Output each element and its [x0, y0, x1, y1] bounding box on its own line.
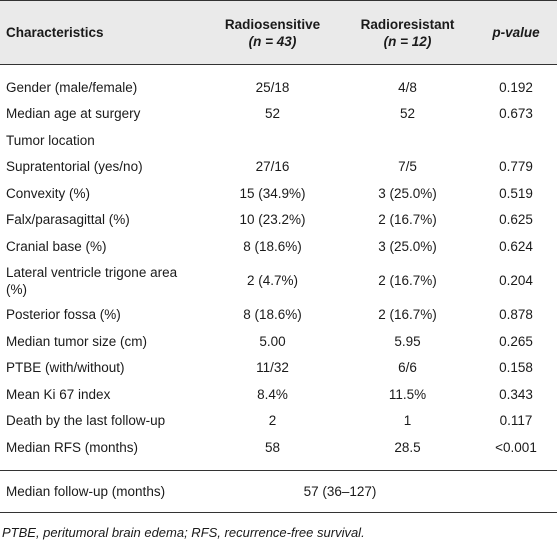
header-radioresistant-n: (n = 12)	[383, 33, 432, 49]
row-label: Lateral ventricle trigone area (%)	[6, 264, 178, 297]
radiosensitive-value: 2 (4.7%)	[246, 273, 299, 288]
header-radioresistant-label: Radioresistant	[360, 16, 455, 32]
header-radiosensitive-n: (n = 43)	[248, 33, 297, 49]
radioresistant-value: 2 (16.7%)	[378, 212, 437, 228]
followup-value: 57 (36–127)	[303, 483, 377, 499]
row-label: Tumor location	[6, 132, 95, 148]
row-label: Convexity (%)	[6, 185, 91, 201]
row-label: PTBE (with/without)	[6, 360, 125, 376]
radioresistant-value: 3 (25.0%)	[378, 238, 437, 254]
radioresistant-value: 2 (16.7%)	[378, 307, 437, 323]
row-label: Falx/parasagittal (%)	[6, 212, 130, 228]
radioresistant-value: 4/8	[398, 79, 417, 95]
row-label: Median tumor size (cm)	[6, 333, 148, 349]
p-value: 0.519	[499, 185, 533, 201]
radioresistant-value	[340, 127, 475, 154]
radiosensitive-value: 58	[264, 439, 281, 455]
table-row: Gender (male/female) 25/18 4/8 0.192	[0, 74, 557, 101]
p-value: 0.158	[499, 360, 533, 376]
radioresistant-value: 3 (25.0%)	[378, 185, 437, 201]
p-value	[475, 127, 557, 154]
followup-row: Median follow-up (months) 57 (36–127)	[0, 470, 557, 512]
table-row: Convexity (%) 15 (34.9%) 3 (25.0%) 0.519	[0, 180, 557, 207]
radioresistant-value: 11.5%	[388, 386, 427, 402]
table-row: Tumor location	[0, 127, 557, 154]
table-row: Death by the last follow-up 2 1 0.117	[0, 408, 557, 435]
radiosensitive-value: 11/32	[256, 360, 289, 376]
p-value: 0.204	[499, 273, 533, 288]
p-value: 0.624	[499, 238, 533, 254]
header-radiosensitive-label: Radiosensitive	[224, 16, 321, 32]
radioresistant-value: 6/6	[398, 360, 417, 376]
radioresistant-value: 52	[399, 106, 416, 122]
p-value: 0.878	[499, 307, 533, 323]
p-value: 0.779	[499, 159, 533, 175]
table-footnote: PTBE, peritumoral brain edema; RFS, recu…	[2, 524, 365, 540]
header-radioresistant: Radioresistant (n = 12)	[340, 0, 475, 65]
table-row: Median age at surgery 52 52 0.673	[0, 101, 557, 128]
radiosensitive-value: 25/18	[255, 79, 290, 95]
radiosensitive-value	[205, 127, 340, 154]
header-pvalue: p-value	[475, 0, 557, 65]
row-label: Posterior fossa (%)	[6, 307, 121, 323]
radiosensitive-value: 52	[264, 106, 281, 122]
table-row: Posterior fossa (%) 8 (18.6%) 2 (16.7%) …	[0, 302, 557, 329]
p-value: 0.117	[499, 413, 533, 429]
table-row: PTBE (with/without) 11/32 6/6 0.158	[0, 355, 557, 382]
radioresistant-value: 7/5	[398, 159, 417, 175]
radioresistant-value: 28.5	[394, 439, 421, 455]
table-row: Median RFS (months) 58 28.5 <0.001	[0, 434, 557, 461]
radioresistant-value: 5.95	[394, 333, 421, 349]
header-radiosensitive: Radiosensitive (n = 43)	[205, 0, 340, 65]
row-label: Death by the last follow-up	[6, 413, 166, 429]
radioresistant-value: 1	[403, 413, 412, 429]
radiosensitive-value: 10 (23.2%)	[239, 212, 306, 228]
row-label: Median RFS (months)	[6, 439, 139, 455]
radiosensitive-value: 8 (18.6%)	[243, 307, 302, 323]
header-characteristics: Characteristics	[0, 0, 205, 65]
table-row: Cranial base (%) 8 (18.6%) 3 (25.0%) 0.6…	[0, 233, 557, 260]
row-label: Median age at surgery	[6, 106, 141, 122]
row-label: Supratentorial (yes/no)	[6, 159, 143, 175]
table-row: Falx/parasagittal (%) 10 (23.2%) 2 (16.7…	[0, 207, 557, 234]
row-label: Gender (male/female)	[6, 79, 138, 95]
radiosensitive-value: 5.00	[259, 333, 286, 349]
radiosensitive-value: 8 (18.6%)	[243, 238, 302, 254]
table-row: Lateral ventricle trigone area (%) 2 (4.…	[0, 260, 557, 302]
p-value: 0.673	[499, 106, 533, 122]
radiosensitive-value: 8.4%	[257, 386, 288, 402]
table-row: Mean Ki 67 index 8.4% 11.5% 0.343	[0, 381, 557, 408]
table-row: Supratentorial (yes/no) 27/16 7/5 0.779	[0, 154, 557, 181]
p-value: 0.192	[499, 79, 533, 95]
table-row: Median tumor size (cm) 5.00 5.95 0.265	[0, 328, 557, 355]
table-header-row: Characteristics Radiosensitive (n = 43) …	[0, 0, 557, 65]
row-label: Mean Ki 67 index	[6, 386, 111, 402]
p-value: 0.343	[499, 386, 533, 402]
p-value: 0.625	[499, 212, 533, 228]
row-label: Cranial base (%)	[6, 238, 107, 254]
radioresistant-value: 2 (16.7%)	[378, 273, 437, 288]
p-value: 0.265	[499, 333, 533, 349]
radiosensitive-value: 27/16	[255, 159, 290, 175]
radiosensitive-value: 15 (34.9%)	[239, 185, 306, 201]
followup-label: Median follow-up (months)	[6, 483, 166, 499]
characteristics-table: Characteristics Radiosensitive (n = 43) …	[0, 0, 557, 512]
radiosensitive-value: 2	[268, 413, 277, 429]
p-value: <0.001	[495, 439, 537, 455]
